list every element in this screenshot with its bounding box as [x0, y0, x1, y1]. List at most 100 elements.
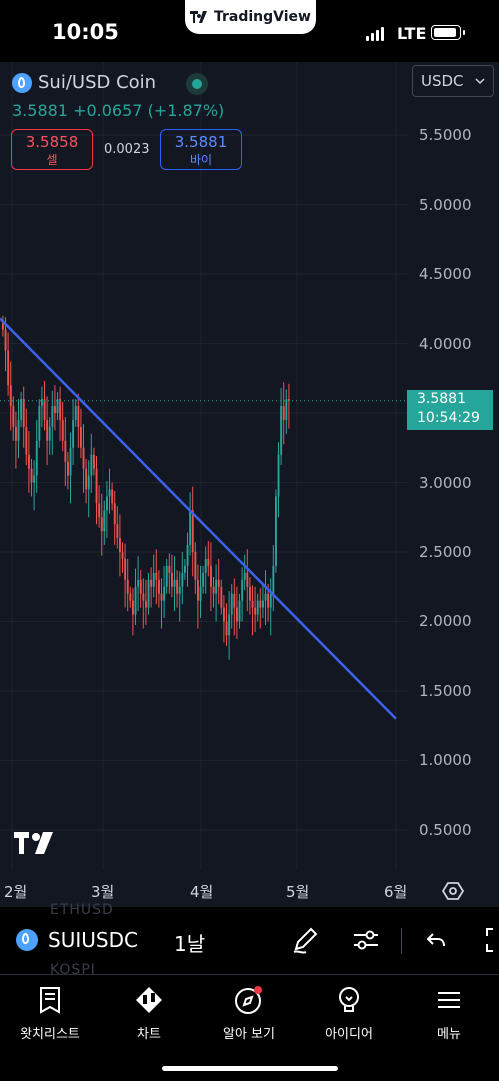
explore-icon	[235, 986, 262, 1014]
y-tick-label: 5.0000	[419, 196, 472, 214]
candle-body	[220, 586, 223, 608]
candle-body	[20, 399, 23, 420]
candle-body	[54, 406, 56, 413]
sell-button[interactable]: 3.5858 셀	[11, 129, 93, 170]
candle-body	[41, 399, 43, 407]
candle-countdown: 10:54:29	[417, 410, 480, 426]
chart-settings-icon[interactable]	[441, 879, 465, 903]
status-bar: 10:05 TradingView LTE	[0, 0, 499, 62]
candle-body	[137, 579, 140, 587]
candle-body	[124, 558, 127, 580]
candle-body	[254, 607, 257, 615]
last-price-tag: 3.5881 10:54:29	[407, 390, 493, 430]
indicators-icon[interactable]	[352, 925, 380, 955]
chart-pane[interactable]	[0, 62, 499, 907]
x-tick-label: 3월	[91, 883, 115, 901]
chart-icon	[136, 987, 162, 1013]
candle-body	[176, 579, 179, 594]
y-tick-label: 3.0000	[419, 474, 472, 492]
drawing-tools-icon[interactable]	[290, 925, 320, 955]
candle-body	[269, 593, 272, 608]
fullscreen-icon[interactable]	[484, 925, 499, 955]
candle-body	[35, 440, 38, 476]
candle-body	[28, 454, 30, 469]
tab-label: 알아 보기	[223, 1027, 275, 1042]
signal-icon	[366, 26, 384, 41]
y-tick-label: 4.5000	[419, 265, 472, 283]
y-tick-label: 2.0000	[419, 612, 472, 630]
tradingview-brand: TradingView	[214, 9, 311, 25]
candle-body	[228, 614, 231, 636]
candle-body	[113, 503, 116, 525]
tab-explore[interactable]: 알아 보기	[199, 985, 299, 1042]
currency-selector[interactable]: USDC	[412, 65, 494, 97]
candle-body	[7, 350, 10, 386]
candle-body	[178, 586, 181, 594]
candle-body	[98, 503, 101, 518]
candle-body	[259, 600, 262, 608]
candle-body	[90, 454, 93, 476]
candle-body	[69, 447, 72, 476]
price-change: +0.0657	[73, 101, 143, 120]
interval-selector[interactable]: 1날	[174, 932, 206, 956]
buy-label: 바이	[189, 153, 213, 167]
tradingview-pill[interactable]: TradingView	[185, 0, 316, 34]
symbol-header[interactable]: Sui/USD Coin	[12, 72, 156, 93]
candle-body	[67, 461, 69, 476]
x-tick-label: 5월	[286, 883, 310, 901]
toolbar-divider	[401, 928, 402, 954]
status-time: 10:05	[52, 20, 119, 44]
tab-ideas[interactable]: 아이디어	[299, 985, 399, 1042]
candle-body	[171, 572, 173, 587]
price-change-row: 3.5881 +0.0657 (+1.87%)	[12, 101, 224, 120]
candle-body	[46, 419, 49, 441]
candle-body	[251, 600, 254, 608]
tab-menu[interactable]: 메뉴	[399, 985, 499, 1042]
symbol-name: Sui/USD Coin	[38, 72, 157, 93]
candle-body	[59, 399, 62, 420]
tab-watchlist[interactable]: 왓치리스트	[0, 985, 100, 1042]
candle-body	[152, 572, 155, 587]
home-indicator	[162, 1066, 338, 1071]
candle-body	[267, 593, 270, 608]
price-chart[interactable]	[0, 62, 499, 907]
candle-body	[108, 489, 111, 497]
candle-body	[217, 579, 220, 587]
candle-body	[199, 586, 202, 601]
y-tick-label: 1.5000	[419, 682, 472, 700]
tab-label: 왓치리스트	[20, 1027, 80, 1042]
candle-body	[93, 454, 95, 469]
ghost-symbol-above: ETHUSD	[50, 902, 114, 918]
candle-body	[132, 600, 134, 615]
trendline[interactable]	[0, 317, 397, 720]
candle-body	[119, 538, 121, 552]
candle-body	[197, 579, 199, 601]
candle-body	[241, 579, 244, 601]
candle-body	[100, 517, 103, 532]
candle-body	[129, 593, 132, 601]
candle-body	[223, 607, 225, 622]
candle-body	[160, 593, 163, 601]
candle-body	[72, 419, 75, 448]
candle-body	[139, 579, 142, 594]
candle-body	[43, 399, 46, 420]
y-tick-label: 2.5000	[419, 543, 472, 561]
battery-icon	[431, 25, 465, 40]
candle-body	[165, 565, 168, 587]
x-tick-label: 2월	[4, 883, 28, 901]
sui-coin-icon	[16, 929, 38, 951]
ideas-icon	[339, 987, 359, 1012]
tab-chart[interactable]: 차트	[99, 985, 199, 1042]
candle-body	[277, 454, 280, 497]
undo-icon[interactable]	[424, 925, 450, 955]
candle-body	[202, 572, 205, 587]
buy-button[interactable]: 3.5881 바이	[160, 129, 242, 170]
candle-body	[87, 475, 90, 490]
candle-body	[282, 406, 285, 420]
candle-body	[17, 419, 20, 441]
candle-body	[134, 586, 137, 615]
symbol-selector[interactable]: SUIUSDC	[16, 928, 138, 952]
bottom-tab-bar	[0, 974, 499, 1081]
last-price: 3.5881	[12, 101, 68, 120]
candle-body	[243, 572, 246, 580]
